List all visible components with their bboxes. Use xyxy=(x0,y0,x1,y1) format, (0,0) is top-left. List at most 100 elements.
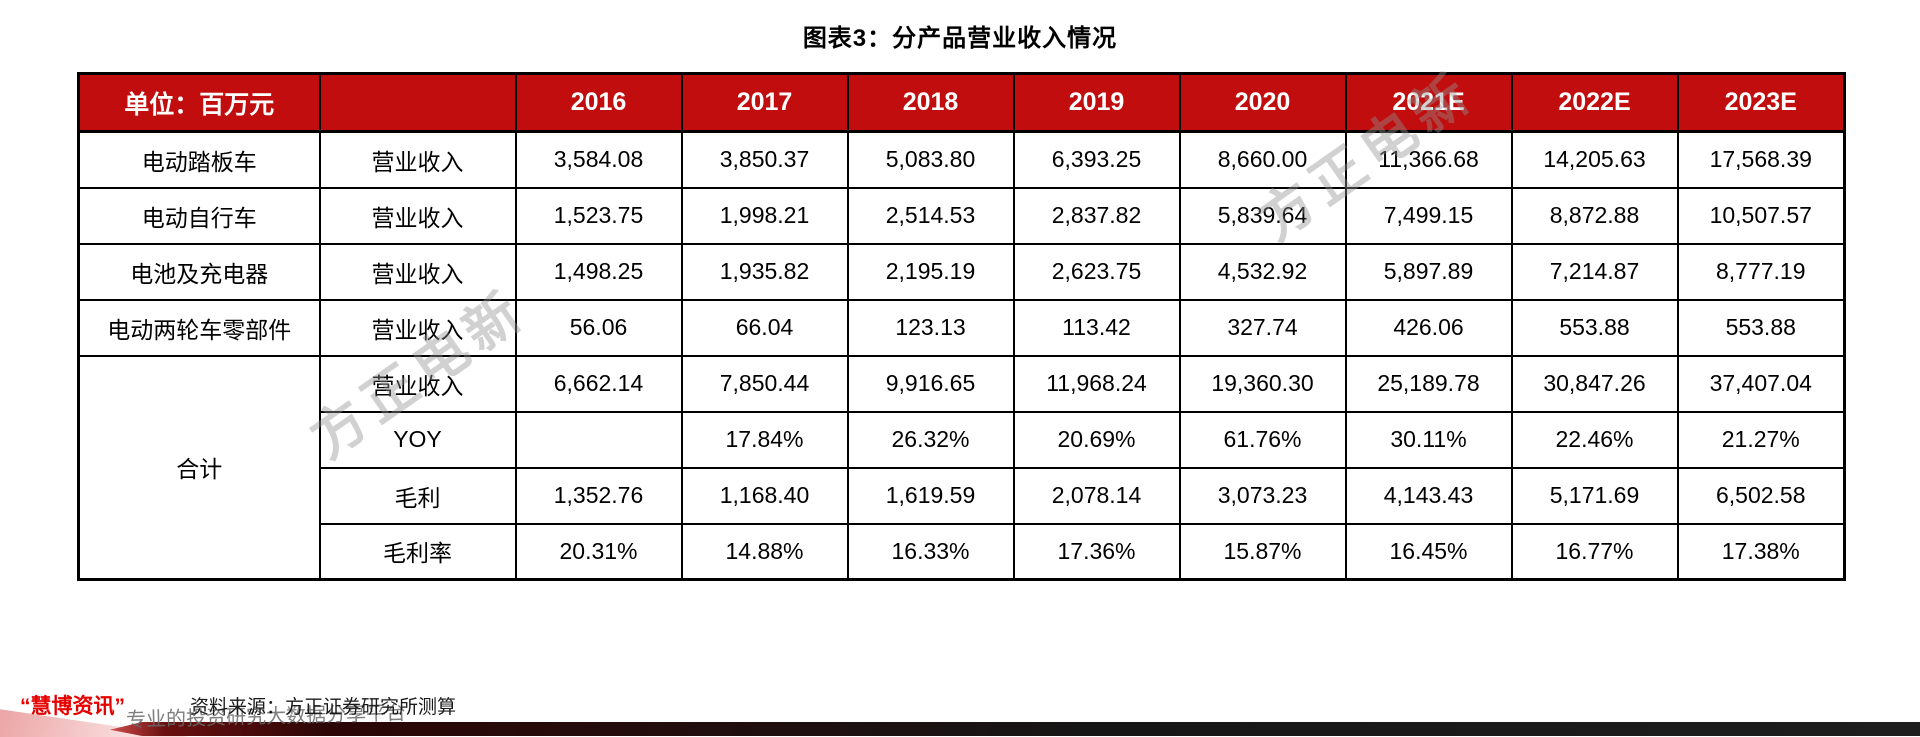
value-cell: 3,073.23 xyxy=(1178,466,1347,525)
value-cell: 56.06 xyxy=(514,298,683,357)
value-cell: 9,916.65 xyxy=(846,354,1015,413)
value-cell: 8,777.19 xyxy=(1676,242,1846,301)
value-cell: 1,619.59 xyxy=(846,466,1015,525)
value-cell: 113.42 xyxy=(1012,298,1181,357)
metric-cell: 毛利 xyxy=(318,466,517,525)
value-cell: 5,171.69 xyxy=(1510,466,1679,525)
value-cell: 16.33% xyxy=(846,522,1015,581)
value-cell: 6,662.14 xyxy=(514,354,683,413)
product-cell: 电动自行车 xyxy=(77,186,321,245)
value-cell: 17.84% xyxy=(680,410,849,469)
table-row: 电池及充电器 营业收入 1,498.25 1,935.82 2,195.19 2… xyxy=(77,242,1846,301)
year-header: 2017 xyxy=(680,72,849,133)
value-cell: 11,968.24 xyxy=(1012,354,1181,413)
metric-cell: YOY xyxy=(318,410,517,469)
value-cell: 3,850.37 xyxy=(680,130,849,189)
year-header: 2018 xyxy=(846,72,1015,133)
value-cell: 2,623.75 xyxy=(1012,242,1181,301)
value-cell: 25,189.78 xyxy=(1344,354,1513,413)
table-row: 毛利 1,352.76 1,168.40 1,619.59 2,078.14 3… xyxy=(79,466,1846,525)
value-cell: 30.11% xyxy=(1344,410,1513,469)
value-cell: 4,143.43 xyxy=(1344,466,1513,525)
header-row: 单位：百万元 2016 2017 2018 2019 2020 2021E 20… xyxy=(77,72,1846,133)
source-note: 资料来源：方正证券研究所测算 xyxy=(190,697,457,718)
value-cell: 2,195.19 xyxy=(846,242,1015,301)
value-cell: 11,366.68 xyxy=(1344,130,1513,189)
value-cell: 6,393.25 xyxy=(1012,130,1181,189)
corner-blank-cell xyxy=(318,72,517,133)
metric-cell: 营业收入 xyxy=(318,298,517,357)
value-cell: 20.31% xyxy=(514,522,683,581)
value-cell: 2,514.53 xyxy=(846,186,1015,245)
value-cell: 14.88% xyxy=(680,522,849,581)
value-cell: 327.74 xyxy=(1178,298,1347,357)
value-cell: 553.88 xyxy=(1676,298,1846,357)
metric-cell: 营业收入 xyxy=(318,186,517,245)
value-cell: 1,523.75 xyxy=(514,186,683,245)
metric-cell: 营业收入 xyxy=(318,130,517,189)
year-header: 2020 xyxy=(1178,72,1347,133)
revenue-table-container: 单位：百万元 2016 2017 2018 2019 2020 2021E 20… xyxy=(77,72,1846,581)
value-cell: 61.76% xyxy=(1178,410,1347,469)
value-cell: 30,847.26 xyxy=(1510,354,1679,413)
value-cell: 17.36% xyxy=(1012,522,1181,581)
revenue-table: 单位：百万元 2016 2017 2018 2019 2020 2021E 20… xyxy=(77,72,1846,581)
value-cell: 16.45% xyxy=(1344,522,1513,581)
value-cell: 1,168.40 xyxy=(680,466,849,525)
metric-cell: 营业收入 xyxy=(318,354,517,413)
value-cell: 3,584.08 xyxy=(514,130,683,189)
value-cell: 8,872.88 xyxy=(1510,186,1679,245)
value-cell: 14,205.63 xyxy=(1510,130,1679,189)
value-cell: 16.77% xyxy=(1510,522,1679,581)
value-cell: 20.69% xyxy=(1012,410,1181,469)
metric-cell: 毛利率 xyxy=(318,522,517,581)
year-header: 2022E xyxy=(1510,72,1679,133)
table-row: YOY 17.84% 26.32% 20.69% 61.76% 30.11% 2… xyxy=(79,410,1846,469)
value-cell: 22.46% xyxy=(1510,410,1679,469)
total-label-cell: 合计 xyxy=(77,354,321,581)
value-cell: 26.32% xyxy=(846,410,1015,469)
year-header: 2021E xyxy=(1344,72,1513,133)
unit-header-cell: 单位：百万元 xyxy=(77,72,321,133)
value-cell: 37,407.04 xyxy=(1676,354,1846,413)
value-cell: 7,850.44 xyxy=(680,354,849,413)
value-cell: 66.04 xyxy=(680,298,849,357)
year-header: 2019 xyxy=(1012,72,1181,133)
value-cell: 15.87% xyxy=(1178,522,1347,581)
value-cell: 1,935.82 xyxy=(680,242,849,301)
table-row: 电动两轮车零部件 营业收入 56.06 66.04 123.13 113.42 … xyxy=(77,298,1846,357)
value-cell: 6,502.58 xyxy=(1676,466,1846,525)
value-cell: 7,214.87 xyxy=(1510,242,1679,301)
table-row: 毛利率 20.31% 14.88% 16.33% 17.36% 15.87% 1… xyxy=(79,522,1846,581)
value-cell: 10,507.57 xyxy=(1676,186,1846,245)
year-header: 2023E xyxy=(1676,72,1846,133)
value-cell: 1,352.76 xyxy=(514,466,683,525)
bottom-banner-shape xyxy=(110,722,1920,736)
year-header: 2016 xyxy=(514,72,683,133)
value-cell: 19,360.30 xyxy=(1178,354,1347,413)
value-cell: 7,499.15 xyxy=(1344,186,1513,245)
table-row: 合计 营业收入 6,662.14 7,850.44 9,916.65 11,96… xyxy=(77,354,1846,581)
value-cell: 123.13 xyxy=(846,298,1015,357)
value-cell: 21.27% xyxy=(1676,410,1846,469)
value-cell: 5,083.80 xyxy=(846,130,1015,189)
value-cell: 5,839.64 xyxy=(1178,186,1347,245)
value-cell xyxy=(514,410,683,469)
value-cell: 4,532.92 xyxy=(1178,242,1347,301)
value-cell: 2,837.82 xyxy=(1012,186,1181,245)
value-cell: 1,998.21 xyxy=(680,186,849,245)
product-cell: 电动踏板车 xyxy=(77,130,321,189)
value-cell: 17.38% xyxy=(1676,522,1846,581)
value-cell: 5,897.89 xyxy=(1344,242,1513,301)
value-cell: 2,078.14 xyxy=(1012,466,1181,525)
page-title: 图表3：分产品营业收入情况 xyxy=(802,25,1118,52)
table-row: 电动自行车 营业收入 1,523.75 1,998.21 2,514.53 2,… xyxy=(77,186,1846,245)
value-cell: 426.06 xyxy=(1344,298,1513,357)
value-cell: 1,498.25 xyxy=(514,242,683,301)
table-row: 电动踏板车 营业收入 3,584.08 3,850.37 5,083.80 6,… xyxy=(77,130,1846,189)
product-cell: 电动两轮车零部件 xyxy=(77,298,321,357)
value-cell: 17,568.39 xyxy=(1676,130,1846,189)
value-cell: 553.88 xyxy=(1510,298,1679,357)
value-cell: 8,660.00 xyxy=(1178,130,1347,189)
metric-cell: 营业收入 xyxy=(318,242,517,301)
